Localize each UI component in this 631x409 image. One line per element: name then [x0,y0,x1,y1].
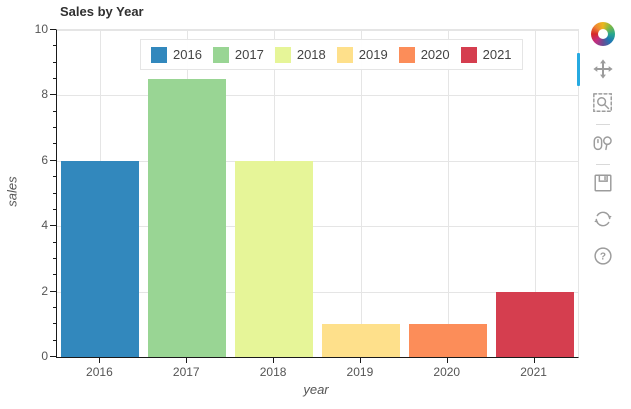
y-minor-tick [52,323,56,325]
x-major-tick [359,358,361,363]
chart-title: Sales by Year [60,4,144,19]
y-major-tick [50,290,56,292]
y-minor-tick [52,143,56,145]
toolbar: ? [577,0,628,300]
bar [148,79,227,357]
x-tick-label: 2017 [172,365,200,379]
y-major-tick [50,159,56,161]
legend-item: 2019 [336,46,388,63]
bar [61,160,140,357]
wheel-zoom-tool-button[interactable] [590,130,616,156]
legend-label: 2017 [234,47,264,62]
legend-swatch [151,46,167,63]
toolbar-separator [596,164,610,165]
pan-tool-button[interactable] [590,56,616,82]
bar [408,324,487,357]
legend-swatch [274,46,291,63]
reset-tool-button[interactable] [590,206,616,232]
legend-label: 2020 [420,47,450,62]
bar [321,324,400,357]
y-major-tick [50,94,56,96]
toolbar-separator [596,124,610,125]
bar [235,160,314,357]
y-minor-tick [52,192,56,194]
legend-item: 2016 [151,46,202,63]
save-tool-button[interactable] [590,170,616,196]
x-tick-label: 2021 [520,365,547,379]
y-minor-tick [52,208,56,210]
bar [495,291,574,357]
vertical-gridline [360,30,362,357]
y-minor-tick [52,127,56,129]
y-minor-tick [52,45,56,47]
active-tool-indicator [577,53,580,86]
legend-item: 2020 [398,46,450,63]
svg-text:?: ? [600,252,606,263]
x-major-tick [533,358,535,363]
move-arrows-icon [593,59,613,79]
legend-label: 2018 [296,47,326,62]
legend-swatch [398,46,415,63]
legend-item: 2018 [274,46,326,63]
bar-layer [57,30,578,357]
y-tick-label: 10 [34,22,48,36]
horizontal-gridline [57,226,578,228]
mouse-wheel-magnifier-icon [593,136,612,151]
y-minor-tick [52,61,56,63]
x-major-tick [99,358,101,363]
y-minor-tick [52,110,56,112]
horizontal-gridline [57,160,578,162]
y-minor-tick [52,339,56,341]
x-axis-label: year [303,382,329,397]
y-minor-tick [52,241,56,243]
legend-swatch [336,46,353,63]
x-tick-label: 2019 [346,365,374,379]
vertical-gridline [534,30,536,357]
y-axis-label: sales [4,176,20,207]
y-minor-tick [52,274,56,276]
y-major-tick [50,29,56,30]
x-major-tick [273,358,275,363]
legend: 2016 2017 2018 2019 2020 2021 [140,39,523,70]
legend-item: 2021 [460,46,512,63]
horizontal-gridline [57,95,578,97]
y-tick-label: 0 [41,349,48,363]
question-mark-circle-icon: ? [594,247,612,265]
vertical-gridline [447,30,449,357]
y-minor-tick [52,257,56,259]
plot-area[interactable] [56,29,579,358]
box-zoom-tool-button[interactable] [590,90,616,116]
x-tick-label: 2016 [86,365,113,379]
horizontal-gridline [57,30,578,31]
legend-label: 2019 [358,47,388,62]
y-minor-tick [52,306,56,308]
y-major-tick [50,356,56,357]
x-major-tick [186,358,188,363]
y-minor-tick [52,78,56,80]
y-tick-label: 6 [41,152,48,167]
legend-item: 2017 [212,46,264,63]
legend-swatch [212,46,229,63]
floppy-disk-icon [594,174,612,192]
magnifier-dashed-box-icon [593,93,612,112]
y-tick-label: 4 [41,218,48,233]
y-tick-label: 2 [41,283,48,298]
x-tick-label: 2020 [433,365,461,379]
legend-label: 2021 [482,47,512,62]
help-tool-button[interactable]: ? [590,243,616,269]
x-major-tick [446,358,448,363]
y-tick-label: 8 [41,87,48,102]
y-major-tick [50,225,56,227]
legend-label: 2016 [173,47,202,62]
bokeh-logo-icon[interactable] [591,22,615,46]
legend-swatch [460,46,477,63]
horizontal-gridline [57,291,578,293]
y-minor-tick [52,176,56,178]
x-tick-label: 2018 [259,365,287,379]
circular-arrows-icon [594,211,612,227]
